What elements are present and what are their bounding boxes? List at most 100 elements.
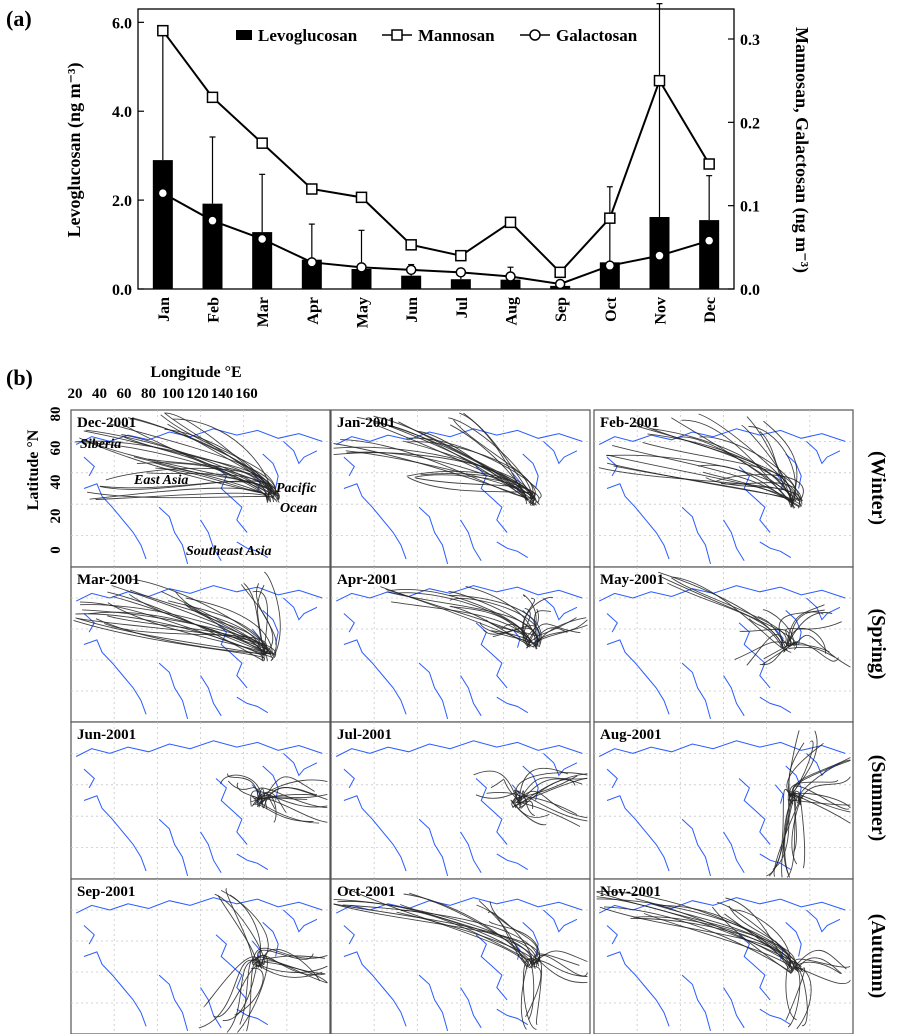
x-tick-label: Nov (653, 297, 670, 325)
label-pacific: Pacific (276, 481, 317, 496)
trajectory (519, 790, 536, 817)
trajectory (260, 794, 318, 801)
coastline (723, 831, 745, 873)
coastline (774, 784, 784, 804)
map-title: Sep-2001 (77, 884, 135, 900)
mannosan-point (554, 266, 566, 279)
trajectory (762, 609, 795, 646)
y-axis-label: Levoglucosan (ng m⁻³) (64, 63, 85, 238)
galactosan-point (554, 278, 566, 290)
coastline (723, 675, 745, 717)
trajectory (385, 589, 529, 643)
trajectory (606, 462, 796, 502)
trajectory (333, 903, 537, 966)
trajectory (185, 597, 274, 655)
coastline (200, 675, 222, 717)
trajectory (234, 968, 264, 1016)
trajectory (757, 616, 789, 647)
trajectory (342, 904, 540, 963)
trajectory (255, 956, 325, 975)
trajectory (596, 896, 802, 968)
coastline (158, 662, 189, 720)
map-jun-2001: Jun-2001 (70, 721, 331, 880)
map-title: Jan-2001 (337, 415, 395, 431)
lon-tick-label: 160 (235, 386, 258, 402)
season-winter: (Winter) (867, 451, 889, 525)
lon-tick-label: 100 (162, 386, 185, 402)
coastline (598, 740, 846, 757)
mannosan-point (604, 212, 616, 224)
trajectory (799, 797, 806, 869)
trajectory (344, 887, 529, 966)
trajectory (239, 958, 265, 1025)
chart-a: 0.0 2.0 4.0 6.0 0.0 0.1 0.2 0.3 Jan Feb Mar Apr Ma… (64, 3, 812, 328)
trajectory (792, 759, 851, 799)
trajectory (518, 777, 588, 802)
trajectory (515, 772, 588, 806)
trajectory (797, 759, 851, 801)
mannosan-point (504, 216, 517, 229)
levoglucosan-bar (351, 269, 372, 289)
lon-tick-label: 80 (141, 386, 156, 402)
trajectory (95, 618, 274, 655)
trajectory (160, 414, 276, 495)
trajectory (785, 960, 799, 1021)
coastline (806, 597, 841, 621)
coastline (343, 456, 355, 477)
coastline (606, 613, 618, 633)
coastline (215, 622, 248, 689)
trajectory (785, 967, 806, 1021)
trajectory (164, 412, 279, 495)
trajectory (526, 623, 581, 649)
trajectory (75, 617, 274, 660)
trajectory (390, 589, 530, 647)
trajectory (121, 434, 279, 497)
trajectory (88, 611, 271, 654)
mannosan-point (206, 91, 219, 104)
coastline (723, 987, 745, 1029)
trajectory (449, 606, 527, 641)
galactosan-line (162, 192, 710, 286)
x-tick-label: Oct (603, 296, 620, 322)
coastline (343, 925, 355, 945)
coastline (543, 909, 578, 933)
trajectory (225, 888, 254, 965)
y2-tick-label: 0.3 (740, 32, 760, 49)
label-east-asia: East Asia (133, 473, 188, 488)
trajectory (133, 456, 271, 502)
coastline (460, 519, 482, 561)
trajectory (414, 474, 540, 504)
coastline (598, 428, 846, 445)
map-title: Nov-2001 (600, 884, 661, 900)
coastline (343, 613, 355, 633)
x-tick-label: Jul (454, 296, 471, 318)
map-may-2001: May-2001 (593, 566, 854, 723)
y-tick-label: 0.0 (112, 282, 132, 299)
trajectory (124, 436, 281, 499)
coastline (738, 778, 771, 845)
trajectory (519, 778, 583, 802)
trajectory (100, 481, 273, 495)
coastline (236, 541, 269, 559)
map-title: Feb-2001 (600, 415, 659, 431)
panel-b-label: (b) (6, 365, 33, 390)
legend-galactosan: Galactosan (556, 26, 638, 45)
coastline (496, 696, 529, 714)
lat-tick-label: 0 (48, 546, 64, 554)
lat-tick-label: 60 (48, 441, 64, 456)
lon-tick-label: 40 (92, 386, 107, 402)
trajectory (217, 895, 256, 964)
galactosan-point (157, 187, 169, 199)
coastline (158, 506, 189, 565)
coastline (543, 441, 578, 465)
legend-square-marker (391, 29, 403, 41)
coastline (200, 519, 222, 561)
trajectory (488, 920, 540, 962)
trajectory (721, 482, 803, 505)
coastline (236, 1008, 269, 1026)
coastline (418, 506, 449, 565)
trajectory (256, 584, 265, 661)
trajectory (346, 451, 533, 497)
levoglucosan-bar (152, 160, 173, 289)
